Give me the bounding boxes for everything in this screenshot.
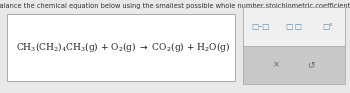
Text: $\mathregular{CH_3(CH_2)_4CH_3}$(g) + O$_2$(g) $\rightarrow$ CO$_2$(g) + H$_2$O(: $\mathregular{CH_3(CH_2)_4CH_3}$(g) + O$… xyxy=(16,40,230,54)
Text: Balance the chemical equation below using the smallest possible whole number sto: Balance the chemical equation below usin… xyxy=(0,3,350,9)
FancyBboxPatch shape xyxy=(243,46,345,84)
FancyBboxPatch shape xyxy=(243,7,345,46)
FancyBboxPatch shape xyxy=(7,14,234,81)
Text: ↺: ↺ xyxy=(308,60,315,69)
Text: □²: □² xyxy=(322,22,333,31)
Text: ×: × xyxy=(273,60,280,69)
Text: □ □: □ □ xyxy=(286,22,302,31)
Text: □–□: □–□ xyxy=(251,22,270,31)
